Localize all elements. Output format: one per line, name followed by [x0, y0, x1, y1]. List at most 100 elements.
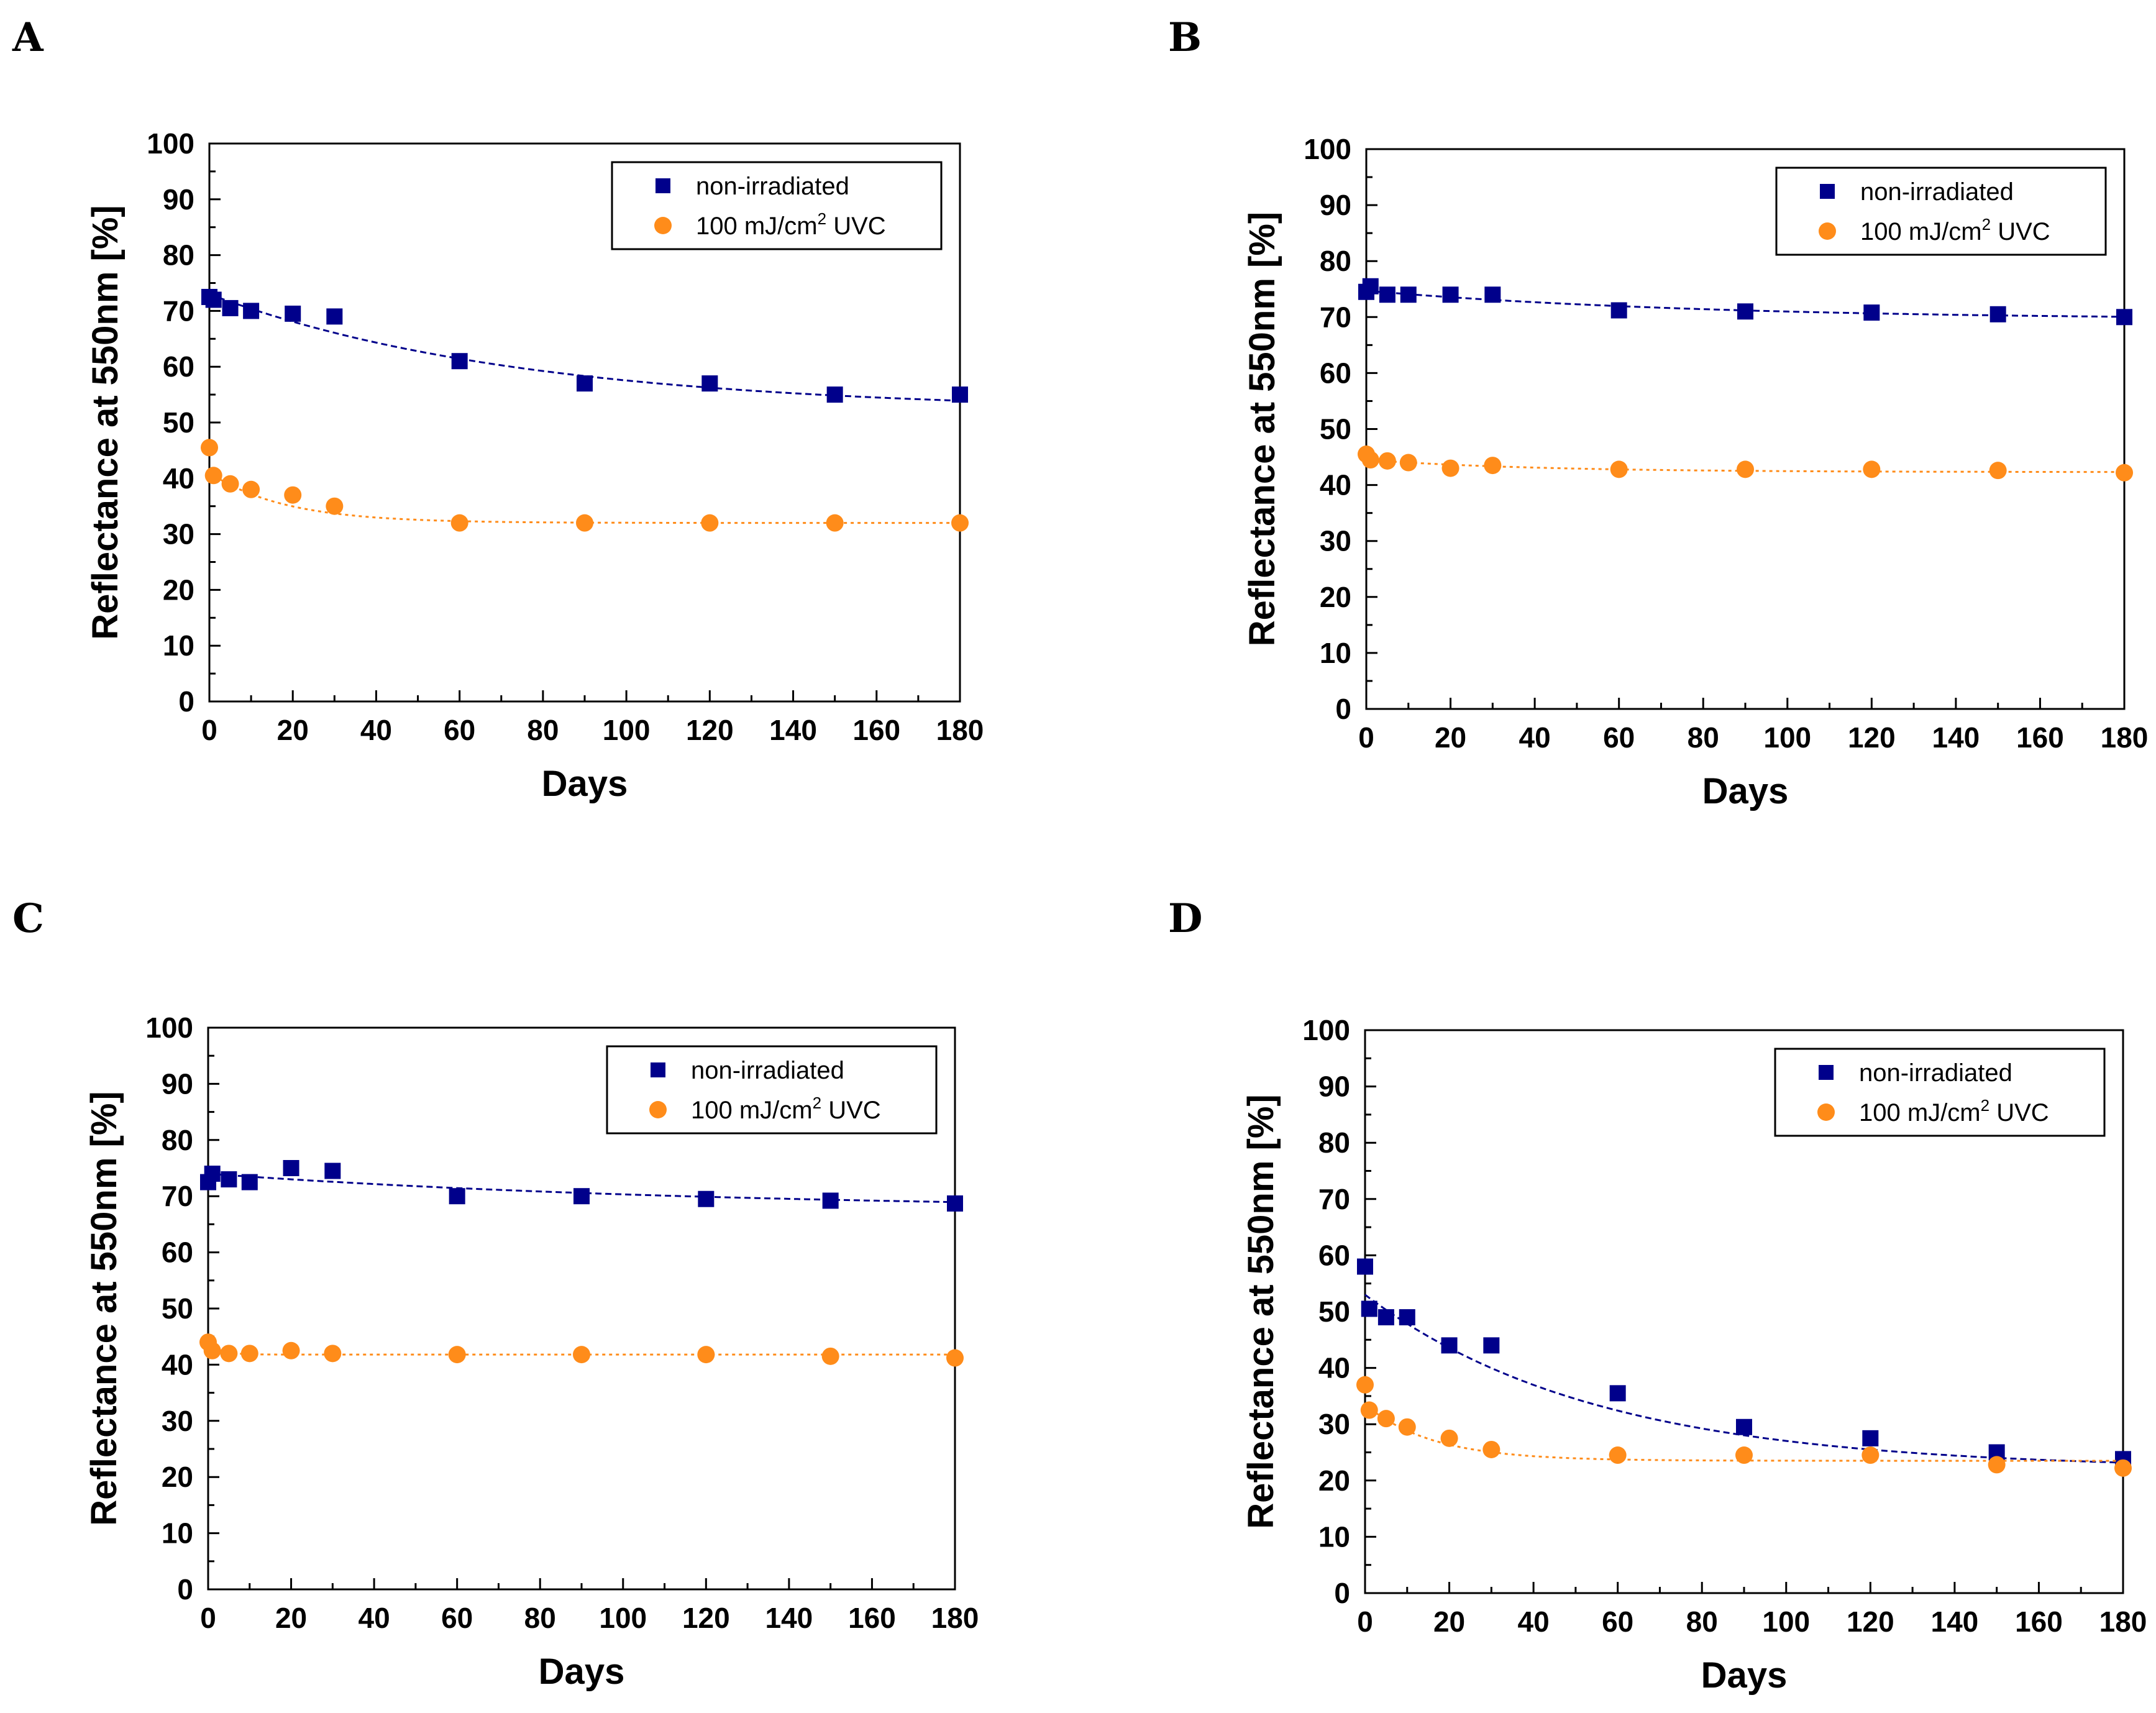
data-point-square [826, 386, 843, 403]
y-tick-label: 80 [1318, 1126, 1350, 1159]
data-point-circle [1484, 457, 1502, 475]
legend-marker-circle [649, 1101, 667, 1118]
y-tick-label: 0 [178, 685, 194, 718]
x-tick-label: 20 [1435, 721, 1466, 754]
x-tick-labels: 0 20 40 60 80 100 120 140 160 180 [200, 1602, 979, 1634]
legend-marker-square [655, 178, 670, 193]
y-tick-label: 20 [1320, 581, 1351, 613]
data-point-circle [326, 497, 344, 515]
x-tick-label: 160 [848, 1602, 896, 1634]
x-tick-label: 160 [2016, 721, 2064, 754]
legend-marker-circle [654, 217, 672, 234]
data-point-square [1442, 286, 1459, 303]
y-tick-label: 60 [162, 1236, 193, 1269]
y-tick-label: 20 [162, 1461, 193, 1493]
data-point-square [698, 1190, 715, 1207]
x-tick-label: 0 [1358, 721, 1374, 754]
y-tick-label: 100 [1302, 1014, 1350, 1046]
legend-label-uvc: 100 mJ/cm2 UVC [696, 209, 886, 240]
data-point-circle [240, 1345, 258, 1363]
data-point-circle [576, 514, 593, 532]
data-point-square [701, 375, 718, 392]
data-point-square [1737, 303, 1753, 320]
y-tick-label: 40 [1320, 469, 1351, 501]
data-point-square [1399, 1309, 1415, 1326]
legend-label-non-irradiated: non-irradiated [696, 173, 849, 200]
x-tick-label: 40 [1518, 1606, 1550, 1638]
legend: non-irradiated 100 mJ/cm2 UVC [611, 161, 943, 250]
data-point-square [1441, 1337, 1458, 1354]
data-point-circle [697, 1346, 715, 1364]
legend-label-uvc: 100 mJ/cm2 UVC [1859, 1096, 2049, 1126]
x-tick-label: 180 [2101, 721, 2149, 754]
data-point-circle [1863, 460, 1881, 478]
y-tick-label: 30 [162, 1405, 193, 1437]
legend: non-irradiated 100 mJ/cm2 UVC [1774, 1048, 2106, 1137]
y-tick-label: 30 [1318, 1408, 1350, 1440]
x-tick-label: 40 [1519, 721, 1551, 754]
data-point-square [952, 386, 968, 403]
legend-marker-square [651, 1062, 665, 1077]
data-point-square [241, 1174, 258, 1190]
legend: non-irradiated 100 mJ/cm2 UVC [1775, 167, 2107, 256]
plot-area: 0 20 40 60 80 100 120 140 160 180 0 10 20 30 40 50 60 70 8… [1241, 1014, 2147, 1696]
data-point-circle [242, 480, 260, 498]
y-tick-label: 90 [163, 183, 194, 216]
data-point-square [324, 1163, 341, 1179]
y-tick-label: 90 [162, 1067, 193, 1100]
data-point-circle [1737, 460, 1754, 478]
y-tick-label: 70 [162, 1180, 193, 1212]
y-tick-label: 80 [1320, 245, 1351, 277]
y-tick-label: 60 [163, 350, 194, 383]
panel-label: A [12, 14, 44, 61]
series-uvc [201, 439, 969, 532]
data-point-square [1484, 286, 1501, 303]
data-point-square [573, 1188, 590, 1205]
y-tick-label: 40 [162, 1348, 193, 1381]
data-point-square [283, 1160, 299, 1176]
y-axis-title: Reflectance at 550nm [%] [85, 205, 126, 639]
y-tick-label: 40 [1318, 1352, 1350, 1384]
x-tick-label: 180 [2099, 1606, 2147, 1638]
y-tick-label: 90 [1318, 1071, 1350, 1103]
x-tick-labels: 0 20 40 60 80 100 120 140 160 180 [1358, 721, 2148, 754]
data-point-square [577, 375, 593, 392]
legend-box [611, 161, 943, 250]
panel-b: B 0 20 40 60 80 100 120 140 160 180 0 10 20 30 40 50 60 7… [1168, 14, 2148, 811]
panel-c: C 0 20 40 60 80 100 120 140 160 180 0 10 20 30 40 50 60 7… [12, 895, 979, 1692]
x-tick-label: 100 [1763, 721, 1811, 754]
series-non-irradiated [201, 288, 968, 403]
y-tick-label: 50 [1320, 413, 1351, 445]
data-point-circle [450, 514, 468, 532]
y-tick-label: 50 [163, 406, 194, 439]
x-tick-label: 40 [359, 1602, 390, 1634]
x-tick-label: 120 [686, 714, 734, 746]
x-tick-label: 0 [1357, 1606, 1373, 1638]
y-tick-labels: 0 10 20 30 40 50 60 70 80 90 100 [147, 127, 194, 718]
y-tick-label: 100 [147, 127, 194, 160]
data-point-square [204, 1166, 221, 1182]
y-tick-label: 20 [1318, 1464, 1350, 1497]
x-tick-label: 100 [599, 1602, 647, 1634]
data-point-circle [204, 467, 222, 485]
x-tick-label: 60 [1602, 1606, 1633, 1638]
data-point-circle [1361, 451, 1379, 469]
data-point-circle [701, 514, 719, 532]
data-point-circle [1377, 1410, 1395, 1428]
x-tick-label: 0 [200, 1602, 216, 1634]
panel-label: D [1168, 895, 1203, 942]
data-point-square [205, 291, 222, 308]
data-point-square [1400, 286, 1417, 303]
x-tick-label: 80 [524, 1602, 556, 1634]
data-point-circle [826, 514, 844, 532]
data-point-square [243, 303, 260, 319]
x-tick-label: 180 [931, 1602, 979, 1634]
y-axis-title: Reflectance at 550nm [%] [1241, 1094, 1281, 1528]
y-tick-label: 80 [162, 1124, 193, 1156]
data-point-circle [448, 1346, 466, 1364]
legend-box [1775, 167, 2107, 256]
data-point-circle [1610, 460, 1628, 478]
data-point-square [449, 1188, 465, 1205]
data-point-circle [221, 475, 239, 493]
